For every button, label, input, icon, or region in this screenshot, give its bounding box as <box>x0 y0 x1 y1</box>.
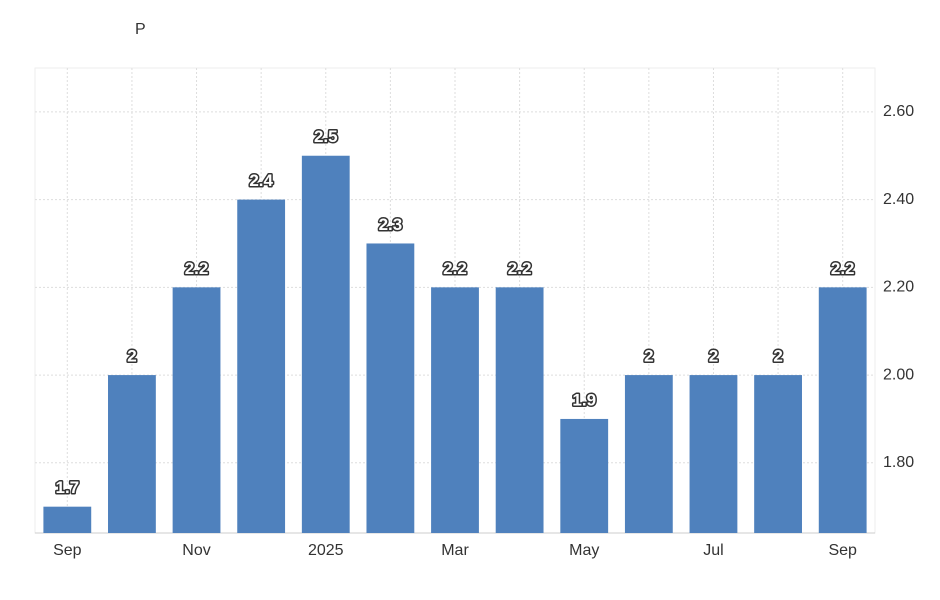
bar <box>818 287 867 533</box>
value-label: 2.2 <box>443 259 467 278</box>
value-label: 2 <box>773 347 782 366</box>
bar <box>754 375 802 533</box>
bar <box>301 155 350 534</box>
value-label: 1.7 <box>55 478 79 497</box>
x-tick-label: Jul <box>703 542 723 559</box>
value-label: 2.2 <box>831 259 855 278</box>
x-tick-label: Mar <box>441 542 469 559</box>
x-tick-label: 2025 <box>308 542 344 559</box>
y-tick-label: 1.80 <box>883 454 914 471</box>
value-label: 2 <box>127 347 136 366</box>
value-label: 2.4 <box>249 171 273 190</box>
value-label: 2.2 <box>185 259 209 278</box>
bar <box>560 418 609 533</box>
y-tick-label: 2.20 <box>883 279 914 296</box>
x-tick-label: Sep <box>53 542 82 559</box>
x-tick-label: Sep <box>828 542 857 559</box>
bar <box>172 287 221 533</box>
x-tick-label: May <box>569 542 599 559</box>
y-tick-label: 2.60 <box>883 103 914 120</box>
y-tick-label: 2.40 <box>883 191 914 208</box>
value-label: 2 <box>709 347 718 366</box>
value-label: 2 <box>644 347 653 366</box>
bar <box>495 287 544 533</box>
bar <box>366 243 415 534</box>
value-label: 2.3 <box>379 215 403 234</box>
bar <box>43 506 92 533</box>
bar <box>237 199 286 534</box>
bar <box>431 287 479 533</box>
bar <box>689 375 738 533</box>
value-label: 2.2 <box>508 259 532 278</box>
y-tick-label: 2.00 <box>883 366 914 383</box>
x-tick-label: Nov <box>182 542 210 559</box>
chart-title: P <box>135 21 146 38</box>
bar <box>624 375 673 533</box>
bar <box>108 375 156 533</box>
value-label: 2.5 <box>314 127 338 146</box>
value-label: 1.9 <box>572 390 596 409</box>
